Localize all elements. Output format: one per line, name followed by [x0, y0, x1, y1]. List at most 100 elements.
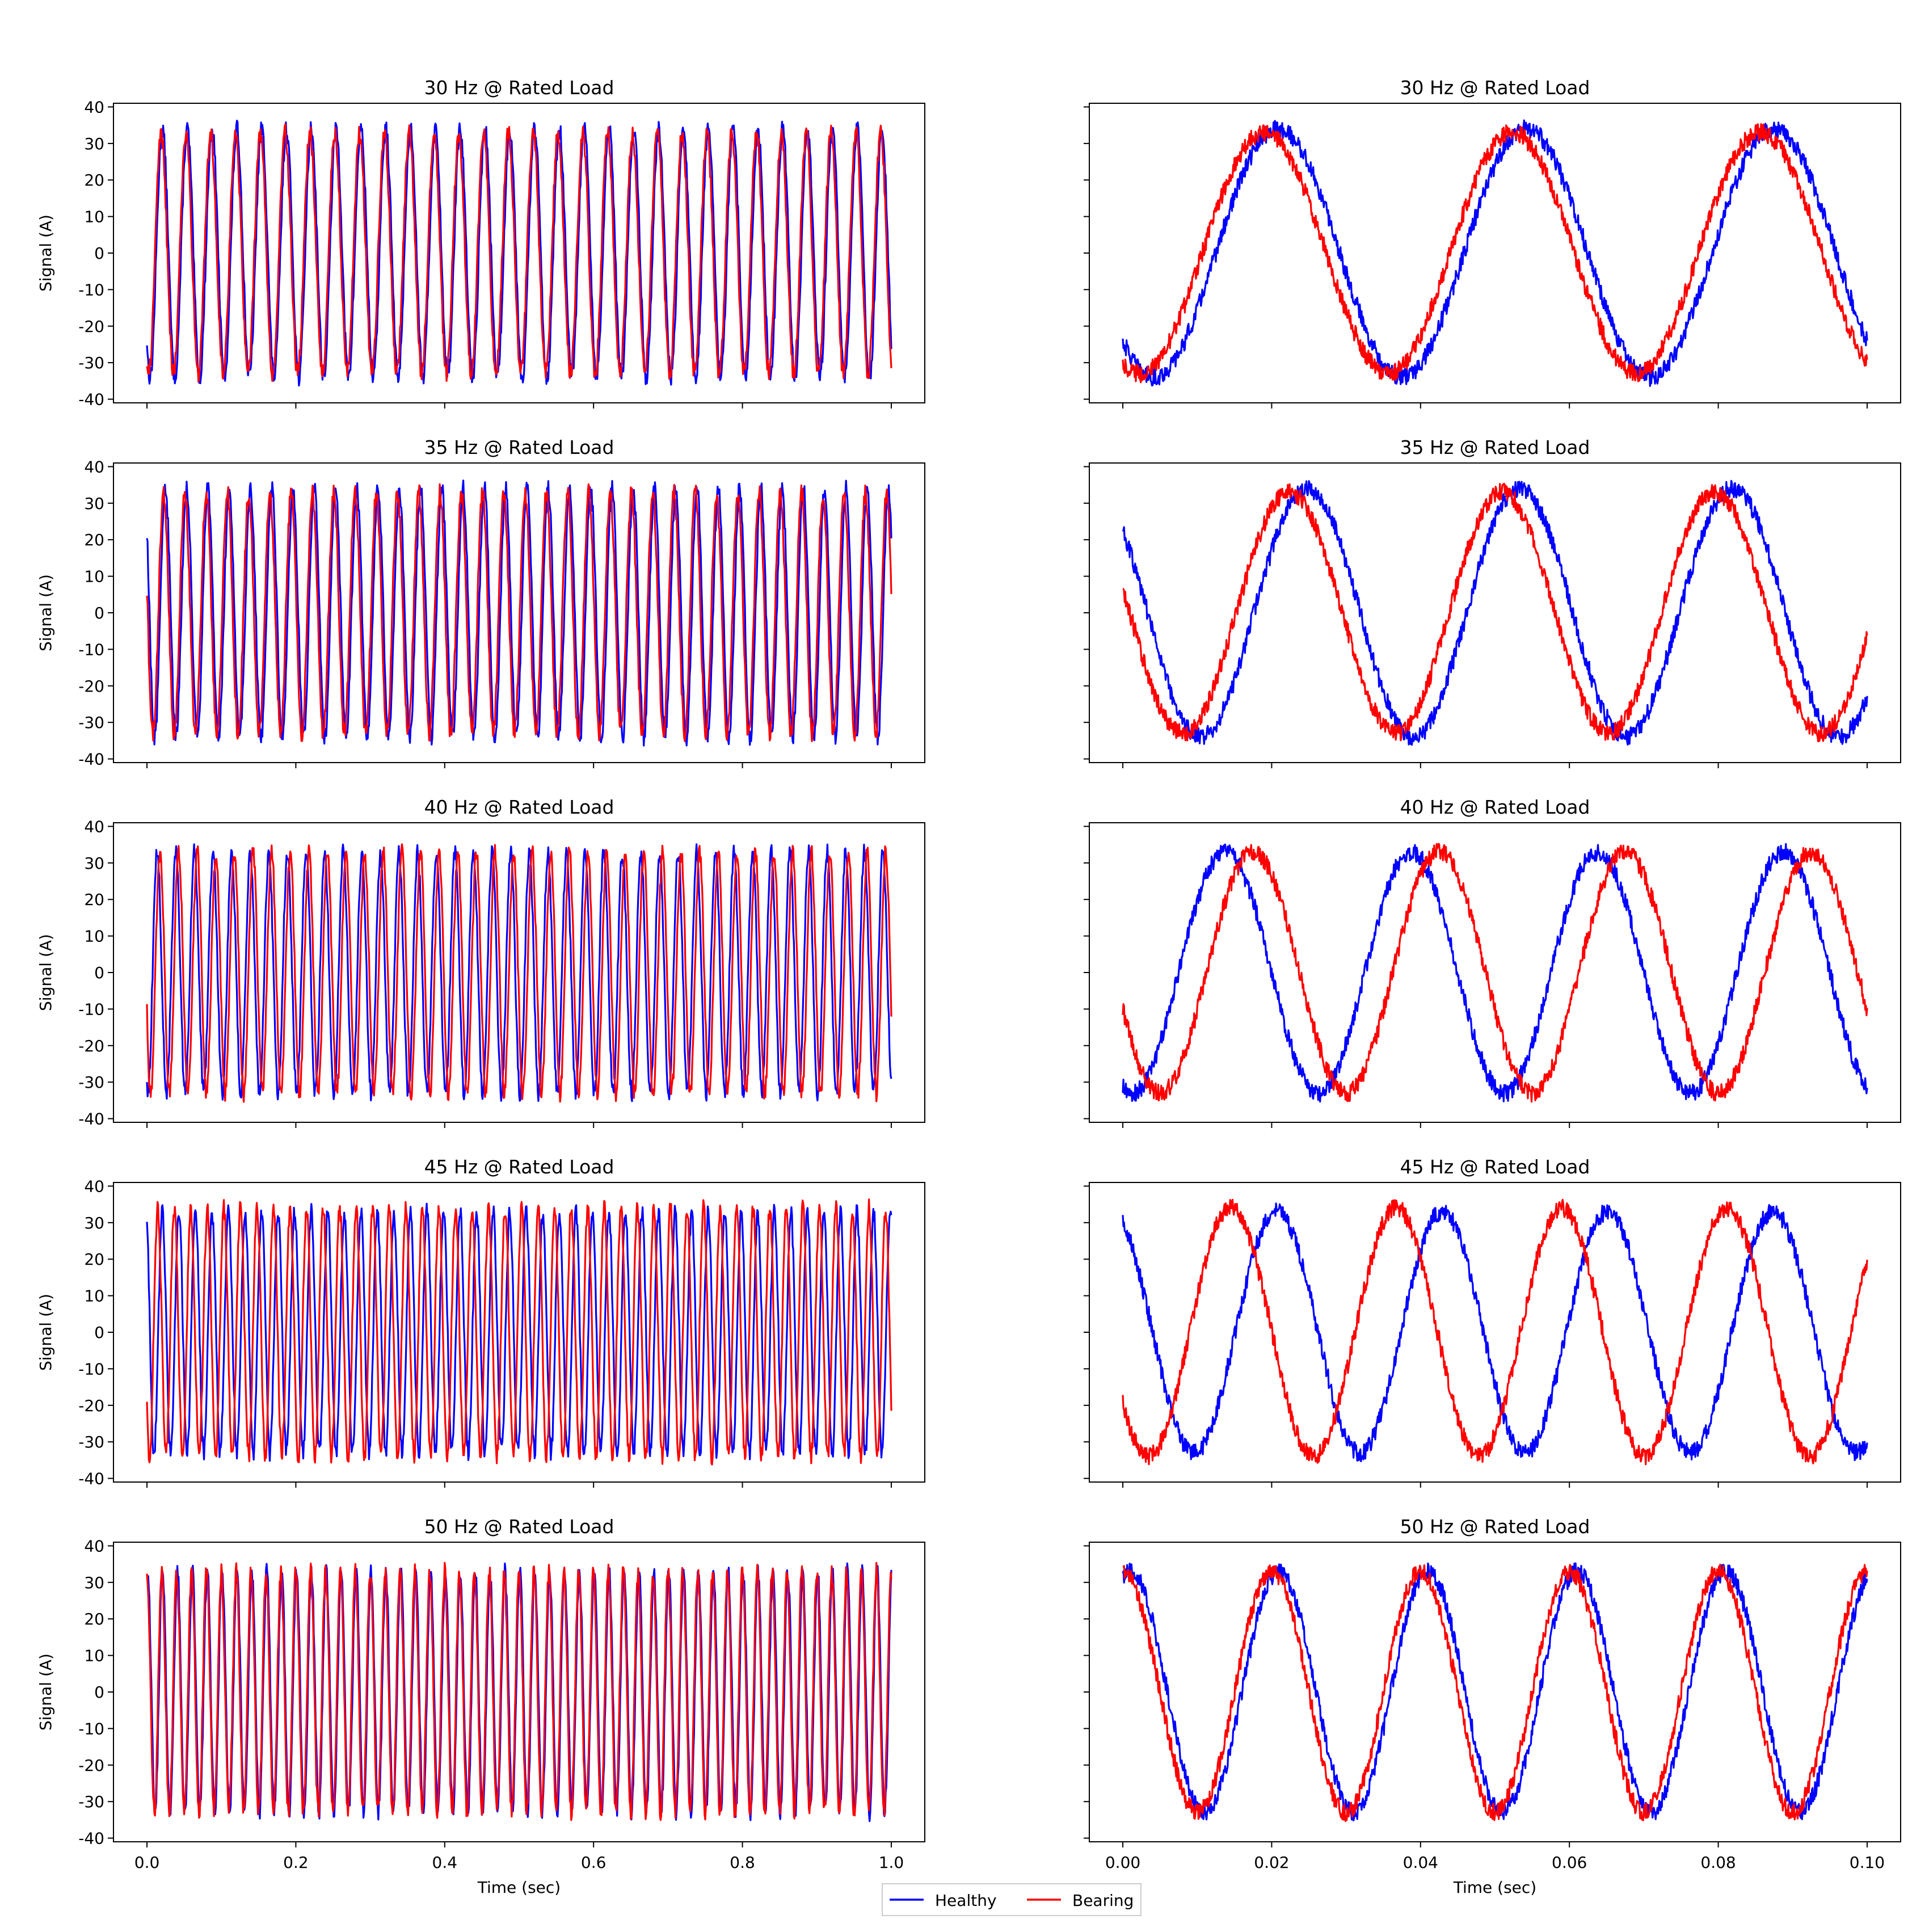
y-tick-label: -10 — [78, 640, 104, 659]
y-tick-label: 30 — [84, 134, 104, 153]
subplot-title: 35 Hz @ Rated Load — [424, 436, 614, 458]
subplot-title: 30 Hz @ Rated Load — [1400, 77, 1590, 99]
y-axis-label: Signal (A) — [36, 574, 55, 651]
subplot-title: 50 Hz @ Rated Load — [1400, 1516, 1590, 1538]
y-tick-label: -40 — [78, 1110, 104, 1129]
legend-label-healthy: Healthy — [935, 1891, 997, 1910]
subplot-title: 40 Hz @ Rated Load — [1400, 796, 1590, 818]
plot-area — [1122, 843, 1868, 1103]
subplot-title: 45 Hz @ Rated Load — [424, 1156, 614, 1178]
plot-area — [146, 479, 892, 747]
subplot-title: 50 Hz @ Rated Load — [424, 1516, 614, 1538]
plot-area — [146, 1561, 892, 1822]
y-tick-label: 30 — [84, 494, 104, 513]
plot-area — [146, 120, 892, 387]
series-line-bearing — [1122, 843, 1868, 1103]
y-tick-label: 0 — [94, 963, 104, 982]
series-line-bearing — [1122, 1198, 1868, 1466]
x-tick-label: 0.0 — [134, 1853, 160, 1872]
y-tick-label: 10 — [84, 567, 104, 586]
subplot-grid: -40 -30 -20 -10 0 10 20 30 40 30 Hz @ Rated Load S… — [36, 77, 1901, 1897]
y-tick-label: 30 — [84, 854, 104, 873]
series-line-healthy — [1122, 843, 1868, 1103]
y-tick-label: 20 — [84, 1250, 104, 1269]
y-tick-label: 10 — [84, 208, 104, 226]
x-tick-label: 0.8 — [730, 1853, 755, 1872]
subplot-title: 30 Hz @ Rated Load — [424, 77, 614, 99]
y-tick-label: -30 — [78, 713, 104, 732]
x-tick-label: 0.08 — [1700, 1853, 1736, 1872]
plot-area — [1122, 119, 1868, 387]
x-tick-label: 0.04 — [1403, 1853, 1438, 1872]
series-line-healthy — [146, 120, 892, 387]
series-line-healthy — [1122, 1562, 1868, 1821]
subplot-1-full: -40 -30 -20 -10 0 10 20 30 40 30 Hz @ Rated Load S… — [36, 77, 925, 409]
x-tick-label: 1.0 — [879, 1853, 904, 1872]
y-tick-label: 20 — [84, 890, 104, 909]
y-tick-label: 20 — [84, 1610, 104, 1628]
y-tick-label: 30 — [84, 1573, 104, 1592]
subplot-3-zoom: 40 Hz @ Rated Load — [1084, 796, 1901, 1128]
series-line-bearing — [146, 483, 892, 742]
subplot-1-zoom: 30 Hz @ Rated Load — [1084, 77, 1901, 409]
plot-area — [1122, 1198, 1868, 1466]
y-tick-label: 40 — [84, 1177, 104, 1196]
series-line-healthy — [146, 843, 892, 1102]
legend-label-bearing: Bearing — [1072, 1891, 1134, 1910]
y-tick-label: -40 — [78, 1829, 104, 1848]
y-tick-label: 0 — [94, 1683, 104, 1702]
y-tick-label: -30 — [78, 353, 104, 372]
y-axis-label: Signal (A) — [36, 1653, 55, 1731]
y-tick-label: 40 — [84, 457, 104, 476]
x-tick-label: 0.10 — [1850, 1853, 1885, 1872]
series-line-healthy — [146, 479, 892, 747]
series-line-healthy — [146, 1202, 892, 1462]
subplot-title: 40 Hz @ Rated Load — [424, 796, 614, 818]
series-line-healthy — [1122, 479, 1868, 746]
plot-area — [1122, 479, 1868, 746]
y-tick-label: -30 — [78, 1792, 104, 1811]
y-tick-label: 40 — [84, 98, 104, 116]
y-axis-label: Signal (A) — [36, 1294, 55, 1371]
y-tick-label: -10 — [78, 1719, 104, 1738]
y-axis-label: Signal (A) — [36, 934, 55, 1011]
subplot-4-zoom: 45 Hz @ Rated Load — [1084, 1156, 1901, 1488]
x-tick-label: 0.4 — [432, 1853, 458, 1872]
x-axis-label: Time (sec) — [477, 1878, 561, 1897]
x-tick-label: 0.02 — [1254, 1853, 1289, 1872]
x-tick-label: 0.2 — [283, 1853, 309, 1872]
legend-frame — [882, 1883, 1142, 1916]
series-line-healthy — [1122, 1202, 1868, 1462]
series-line-bearing — [146, 123, 892, 383]
x-tick-label: 0.06 — [1552, 1853, 1587, 1872]
y-tick-label: 0 — [94, 244, 104, 263]
legend: Healthy Bearing — [882, 1883, 1142, 1916]
series-line-bearing — [146, 843, 892, 1103]
y-tick-label: 0 — [94, 604, 104, 622]
subplot-2-full: -40 -30 -20 -10 0 10 20 30 40 35 Hz @ Rated Load S… — [36, 436, 925, 769]
plot-area — [1122, 1562, 1868, 1822]
y-axis-label: Signal (A) — [36, 214, 55, 292]
y-tick-label: 10 — [84, 1647, 104, 1665]
y-tick-label: -20 — [78, 1037, 104, 1055]
y-tick-label: -40 — [78, 1470, 104, 1488]
y-tick-label: -10 — [78, 1359, 104, 1378]
y-tick-label: -40 — [78, 390, 104, 409]
series-line-bearing — [146, 1198, 892, 1466]
series-line-healthy — [1122, 119, 1868, 387]
subplot-5-full: -40 -30 -20 -10 0 10 20 30 40 0.0 0.2 0.4 0.6 0.8 1.0 5… — [36, 1516, 925, 1897]
subplot-title: 35 Hz @ Rated Load — [1400, 436, 1590, 458]
subplot-title: 45 Hz @ Rated Load — [1400, 1156, 1590, 1178]
y-tick-label: -20 — [78, 1396, 104, 1415]
y-tick-label: 10 — [84, 1287, 104, 1306]
y-tick-label: -10 — [78, 1000, 104, 1018]
y-tick-label: 30 — [84, 1214, 104, 1232]
subplot-4-full: -40 -30 -20 -10 0 10 20 30 40 45 Hz @ Rated Load S… — [36, 1156, 925, 1488]
x-tick-label: 0.6 — [581, 1853, 607, 1872]
y-tick-label: -20 — [78, 677, 104, 696]
x-tick-label: 0.00 — [1105, 1853, 1140, 1872]
y-tick-label: -40 — [78, 750, 104, 769]
y-tick-label: 20 — [84, 531, 104, 549]
